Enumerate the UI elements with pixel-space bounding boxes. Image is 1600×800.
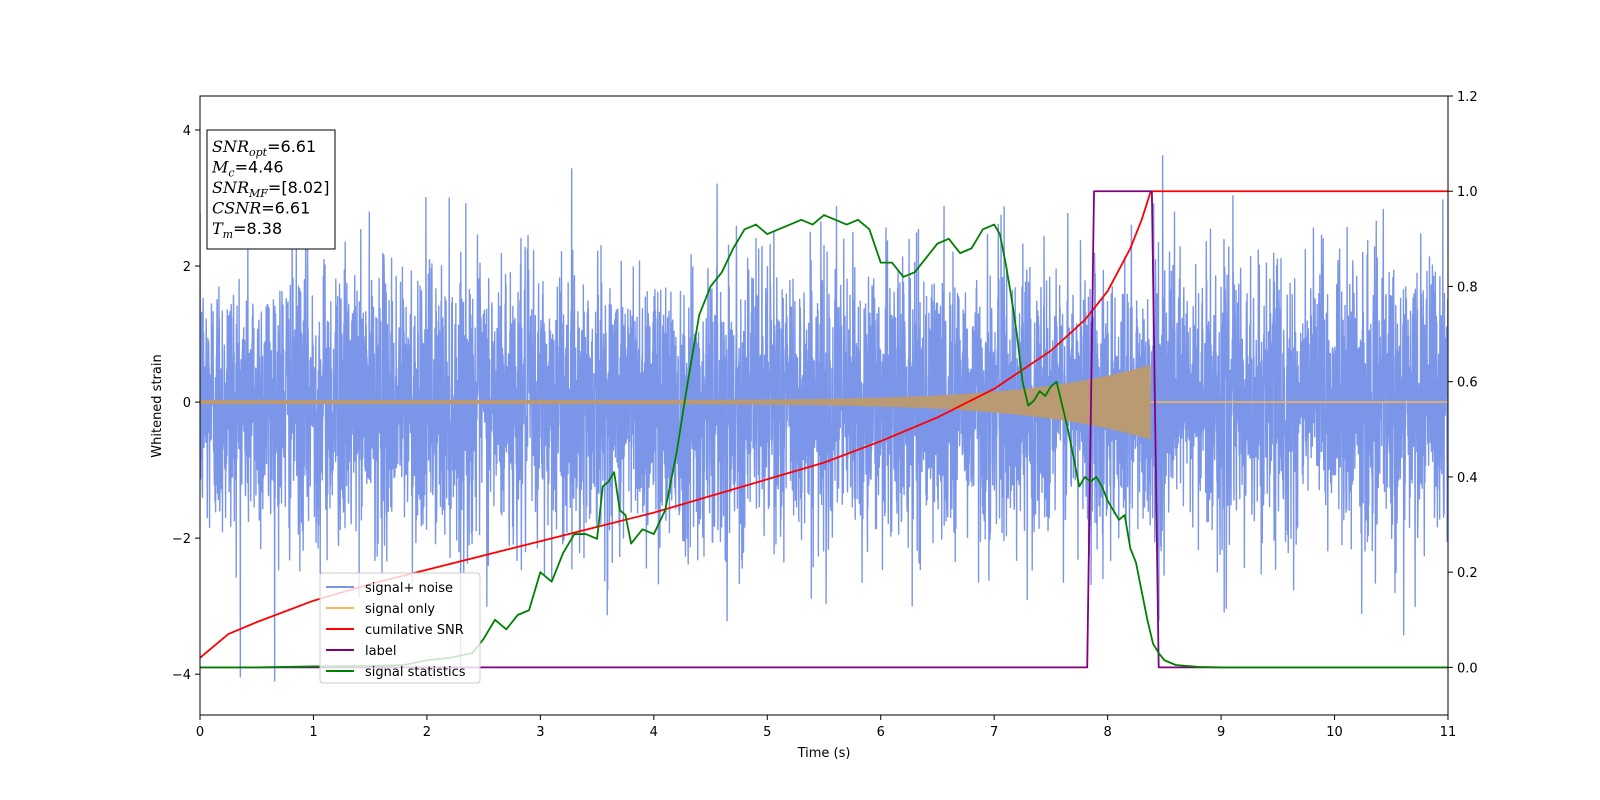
y-tick-label: 2 (183, 260, 191, 275)
annotation-variable: SNR (212, 137, 249, 156)
annotation-line: Tm=8.38 (212, 219, 282, 241)
y2-tick-label: 1.2 (1457, 90, 1478, 105)
annotation-variable: CSNR (212, 199, 261, 218)
series-signal-only-envelope (200, 364, 1151, 440)
legend-label: signal only (365, 602, 435, 617)
annotation-value: =[8.02] (268, 178, 330, 197)
annotation-value: =6.61 (267, 137, 316, 156)
y2-tick-label: 1.0 (1457, 185, 1478, 200)
series-signal-statistics (200, 214, 1448, 669)
y2-tick-label: 0.0 (1457, 661, 1478, 676)
legend-frame (319, 572, 481, 684)
y2-tick-label: 0.2 (1457, 566, 1478, 581)
plot-frame (199, 95, 1449, 716)
y-tick-label: −2 (172, 532, 191, 547)
x-axis: 0 1 2 3 4 5 6 7 8 9 10 11 (196, 715, 1456, 740)
y2-tick-label: 0.4 (1457, 471, 1478, 486)
legend-label: cumilative SNR (365, 623, 464, 638)
x-tick-label: 2 (423, 725, 431, 740)
y-tick-label: −4 (172, 668, 191, 683)
x-tick-label: 10 (1326, 725, 1343, 740)
x-tick-label: 3 (536, 725, 544, 740)
x-tick-label: 6 (877, 725, 885, 740)
annotation-frame (206, 129, 336, 250)
y-axis-left: −4 −2 0 2 4 (172, 124, 200, 683)
annotation-subscript: c (228, 167, 234, 180)
x-tick-label: 0 (196, 725, 204, 740)
annotation-variable: T (212, 219, 224, 238)
x-axis-label: Time (s) (797, 746, 851, 761)
legend-label: label (365, 644, 396, 659)
y-axis-label: Whitened strain (150, 354, 165, 457)
y-axis-right: 0.0 0.2 0.4 0.6 0.8 1.0 1.2 (1448, 90, 1478, 676)
annotation-line: Mc=4.46 (211, 158, 284, 180)
y-tick-label: 0 (183, 396, 191, 411)
y2-tick-label: 0.8 (1457, 280, 1478, 295)
annotation-line: SNRMF=[8.02] (212, 178, 329, 200)
x-tick-label: 1 (309, 725, 317, 740)
annotation-variable: M (211, 158, 229, 177)
annotation-box: SNRopt=6.61Mc=4.46SNRMF=[8.02]CSNR=6.61T… (206, 129, 336, 250)
x-tick-label: 7 (990, 725, 998, 740)
x-tick-label: 8 (1103, 725, 1111, 740)
annotation-line: CSNR=6.61 (212, 199, 310, 218)
annotation-subscript: MF (248, 187, 268, 200)
legend-label: signal+ noise (365, 581, 453, 596)
x-tick-label: 9 (1217, 725, 1225, 740)
annotation-subscript: m (223, 228, 233, 241)
annotation-subscript: opt (249, 146, 268, 159)
x-tick-label: 4 (650, 725, 658, 740)
legend: signal+ noise signal only cumilative SNR la… (319, 572, 481, 684)
legend-label: signal statistics (365, 665, 466, 680)
x-tick-label: 11 (1440, 725, 1457, 740)
annotation-value: =8.38 (233, 219, 282, 238)
annotation-line: SNRopt=6.61 (212, 137, 316, 159)
y-tick-label: 4 (183, 124, 191, 139)
annotation-value: =4.46 (235, 158, 284, 177)
y2-tick-label: 0.6 (1457, 376, 1478, 391)
annotation-value: =6.61 (261, 199, 310, 218)
annotation-variable: SNR (212, 178, 249, 197)
x-tick-label: 5 (763, 725, 771, 740)
series-signal-noise (200, 155, 1448, 682)
